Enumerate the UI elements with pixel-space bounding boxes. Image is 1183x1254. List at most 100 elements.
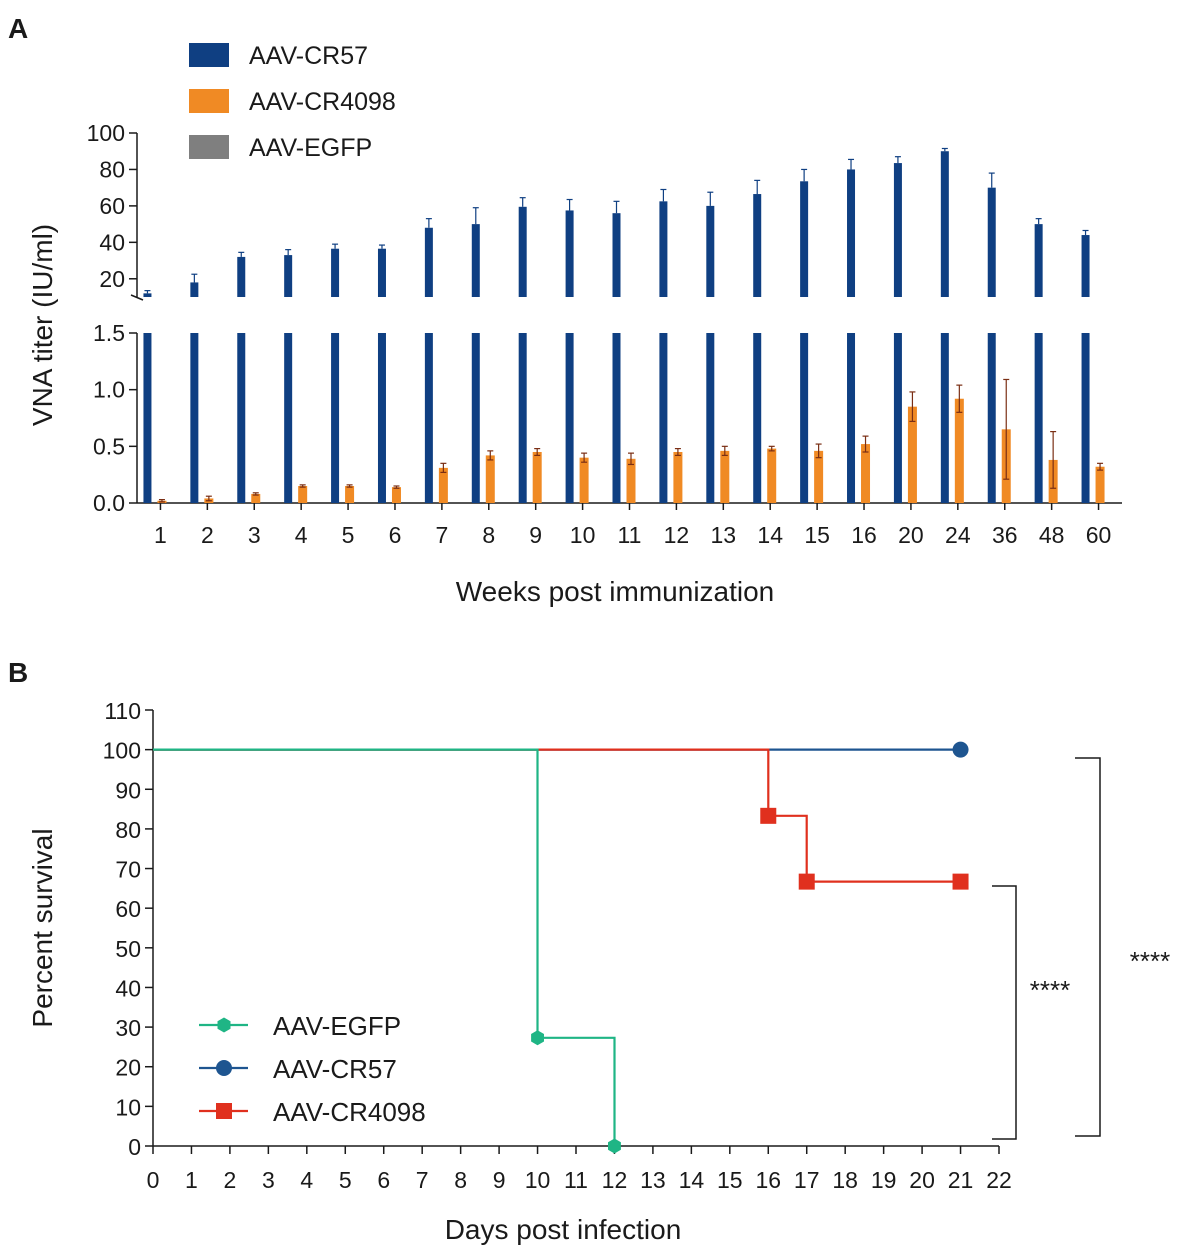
- legend-swatch-aav-cr57: [189, 43, 229, 67]
- x-tick-label: 1: [154, 522, 167, 548]
- bar-aav-cr57: [565, 210, 574, 297]
- x-tick-label: 17: [794, 1167, 820, 1193]
- y-tick-label: 20: [99, 266, 125, 292]
- survival-marker-aav-egfp: [608, 1138, 621, 1154]
- x-tick-label: 3: [248, 522, 261, 548]
- x-tick-label: 5: [339, 1167, 352, 1193]
- bar-aav-cr57-lower: [190, 333, 199, 503]
- x-tick-label: 19: [871, 1167, 897, 1193]
- bar-aav-cr57-lower: [612, 333, 621, 503]
- bar-aav-cr4098: [485, 455, 495, 503]
- bar-aav-cr57: [987, 187, 996, 297]
- bar-aav-cr57-lower: [1081, 333, 1090, 503]
- y-tick-label: 30: [115, 1015, 141, 1041]
- bar-aav-cr57: [143, 293, 152, 297]
- y-tick-label: 100: [87, 120, 125, 146]
- x-tick-label: 3: [262, 1167, 275, 1193]
- x-tick-label: 0: [147, 1167, 160, 1193]
- x-tick-label: 9: [529, 522, 542, 548]
- panel-a-bars: [143, 147, 1105, 503]
- x-tick-label: 20: [909, 1167, 935, 1193]
- bar-aav-cr57: [847, 169, 856, 297]
- x-tick-label: 14: [679, 1167, 705, 1193]
- y-tick-label: 40: [99, 229, 125, 255]
- y-tick-label: 20: [115, 1055, 141, 1081]
- bar-aav-cr4098: [579, 457, 589, 503]
- bar-aav-cr4098: [391, 487, 401, 503]
- y-tick-label: 0: [128, 1134, 141, 1160]
- bar-aav-cr57-lower: [659, 333, 668, 503]
- survival-marker-aav-egfp: [531, 1030, 544, 1046]
- y-tick-label: 100: [103, 738, 141, 764]
- bar-aav-cr57-lower: [424, 333, 433, 503]
- bar-aav-cr4098: [251, 493, 261, 503]
- bar-aav-cr4098: [720, 450, 730, 503]
- bar-aav-cr57-lower: [987, 333, 996, 503]
- x-tick-label: 9: [493, 1167, 506, 1193]
- survival-line-aav-egfp: [153, 748, 616, 1146]
- bar-aav-cr57: [1034, 224, 1043, 297]
- panel-b-legend: AAV-EGFP AAV-CR57 AAV-CR4098: [199, 1011, 426, 1127]
- panel-a-x-axis-title: Weeks post immunization: [456, 576, 775, 607]
- bar-aav-cr57: [1081, 235, 1090, 297]
- y-tick-label: 0.0: [93, 490, 125, 516]
- bar-aav-cr57-lower: [143, 333, 152, 503]
- legend-label-aav-cr57: AAV-CR57: [273, 1054, 397, 1084]
- bar-aav-cr57-lower: [331, 333, 340, 503]
- x-tick-label: 13: [711, 522, 737, 548]
- y-tick-label: 70: [115, 857, 141, 883]
- bar-aav-cr57: [471, 224, 480, 297]
- survival-line-aav-cr4098: [153, 748, 961, 883]
- panel-b-survival-curves: [153, 741, 969, 1154]
- y-tick-label: 90: [115, 777, 141, 803]
- bar-aav-cr57: [518, 206, 527, 297]
- x-tick-label: 4: [300, 1167, 313, 1193]
- bar-aav-cr4098: [673, 452, 683, 503]
- x-tick-label: 1: [185, 1167, 198, 1193]
- x-tick-label: 36: [992, 522, 1018, 548]
- y-tick-label: 110: [104, 698, 141, 724]
- legend-label-aav-egfp: AAV-EGFP: [249, 134, 372, 162]
- bar-aav-cr57-lower: [893, 333, 902, 503]
- legend-marker-aav-cr57: [216, 1060, 232, 1076]
- x-tick-label: 7: [416, 1167, 429, 1193]
- y-tick-label: 40: [115, 975, 141, 1001]
- bar-aav-cr4098: [954, 398, 964, 503]
- bar-aav-cr57: [706, 205, 715, 297]
- x-tick-label: 6: [389, 522, 402, 548]
- bar-aav-cr57-lower: [847, 333, 856, 503]
- x-tick-label: 7: [435, 522, 448, 548]
- legend-swatch-aav-cr4098: [189, 89, 229, 113]
- bar-aav-cr57-lower: [377, 333, 386, 503]
- panel-b-x-ticks: 0 1 2 3 4 5 6 7 8 9 10 11 12 13 14 15 16 17 18 19 20 21 22: [147, 1146, 1012, 1193]
- axis-break-mark: [130, 294, 144, 301]
- x-tick-label: 8: [482, 522, 495, 548]
- bar-aav-cr57-lower: [753, 333, 762, 503]
- legend-label-aav-cr57: AAV-CR57: [249, 42, 368, 70]
- y-tick-label: 50: [115, 936, 141, 962]
- x-tick-label: 11: [618, 522, 642, 548]
- panel-b-y-axis-title: Percent survival: [27, 828, 58, 1027]
- x-tick-label: 15: [804, 522, 830, 548]
- x-tick-label: 2: [201, 522, 214, 548]
- panel-a-axes: [130, 133, 1122, 504]
- survival-marker-aav-cr4098: [798, 873, 815, 890]
- y-tick-label: 80: [115, 817, 141, 843]
- bar-aav-cr57: [659, 201, 668, 297]
- bar-aav-cr4098: [438, 467, 448, 503]
- y-tick-label: 60: [115, 896, 141, 922]
- y-tick-label: 60: [99, 193, 125, 219]
- x-tick-label: 22: [986, 1167, 1012, 1193]
- x-tick-label: 24: [945, 522, 971, 548]
- x-tick-label: 6: [377, 1167, 390, 1193]
- x-tick-label: 21: [948, 1167, 974, 1193]
- bar-aav-cr4098: [1095, 466, 1105, 503]
- bar-aav-cr57: [190, 282, 199, 297]
- bracket-cr57-vs-egfp: [1075, 757, 1101, 1137]
- x-tick-label: 11: [564, 1167, 588, 1193]
- bar-aav-cr57: [284, 255, 293, 297]
- panel-a-legend: AAV-CR57 AAV-CR4098 AAV-EGFP: [189, 42, 396, 162]
- legend-label-aav-cr4098: AAV-CR4098: [273, 1097, 426, 1127]
- bar-aav-cr57-lower: [471, 333, 480, 503]
